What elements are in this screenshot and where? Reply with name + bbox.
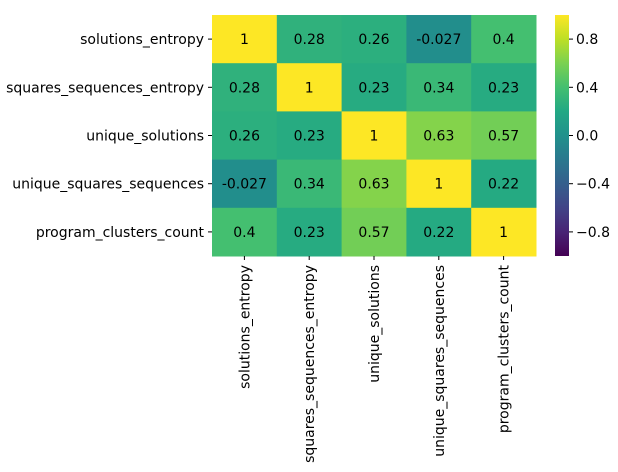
heatmap-cell-4-4 <box>471 207 537 257</box>
y-tick-label-3: unique_squares_sequences <box>12 177 204 193</box>
cell-value-label-1-1: 1 <box>305 80 314 96</box>
heatmap-cell-labels: 1 0.28 0.26 -0.027 0.4 0.28 1 0.23 0.34 0.23 0.26 0… <box>222 32 519 241</box>
heatmap-cell-4-2 <box>341 207 407 257</box>
cell-value-label-2-2: 1 <box>370 129 379 145</box>
heatmap-cell-0-1 <box>276 15 343 64</box>
heatmap-cell-0-3 <box>406 15 472 64</box>
cell-value-label-0-4: 0.4 <box>492 32 514 48</box>
cell-value-label-2-1: 0.23 <box>294 129 325 145</box>
colorbar-tick-label-4: −0.8 <box>576 225 610 241</box>
x-tick-label-0: solutions_entropy <box>237 265 253 389</box>
cell-value-label-3-3: 1 <box>434 177 443 193</box>
cell-value-label-4-4: 1 <box>499 225 508 241</box>
heatmap-cell-1-2 <box>341 63 407 112</box>
y-tick-label-0: solutions_entropy <box>80 32 204 48</box>
colorbar-tick-label-2: 0.0 <box>576 129 598 145</box>
heatmap-cells <box>212 15 537 257</box>
cell-value-label-3-1: 0.34 <box>294 177 325 193</box>
colorbar-gradient <box>555 15 569 256</box>
heatmap-cell-1-3 <box>406 63 472 112</box>
x-tick-label-3: unique_squares_sequences <box>432 265 448 457</box>
cell-value-label-4-1: 0.23 <box>294 225 325 241</box>
heatmap-cell-2-0 <box>212 111 278 161</box>
cell-value-label-1-0: 0.28 <box>229 80 260 96</box>
heatmap-cell-4-3 <box>406 207 472 257</box>
heatmap-cell-4-0 <box>212 207 278 257</box>
cell-value-label-2-4: 0.57 <box>488 129 519 145</box>
cell-value-label-3-2: 0.63 <box>358 177 389 193</box>
cell-value-label-4-0: 0.4 <box>233 225 255 241</box>
x-tick-label-4: program_clusters_count <box>497 264 513 433</box>
heatmap-cell-3-1 <box>276 159 343 209</box>
colorbar-tick-label-3: −0.4 <box>576 177 610 193</box>
heatmap-cell-1-1 <box>276 63 343 112</box>
colorbar: 0.8 0.4 0.0 −0.4 −0.8 <box>555 15 610 256</box>
colorbar-ticks: 0.8 0.4 0.0 −0.4 −0.8 <box>569 32 610 241</box>
cell-value-label-1-2: 0.23 <box>358 80 389 96</box>
cell-value-label-4-3: 0.22 <box>423 225 454 241</box>
heatmap-cell-2-1 <box>276 111 343 161</box>
heatmap-cell-2-4 <box>471 111 537 161</box>
heatmap-cell-1-0 <box>212 63 278 112</box>
heatmap-cell-3-3 <box>406 159 472 209</box>
x-tick-label-1: squares_sequences_entropy <box>302 265 318 463</box>
cell-value-label-2-3: 0.63 <box>423 129 454 145</box>
heatmap-cell-2-3 <box>406 111 472 161</box>
heatmap-cell-1-4 <box>471 63 537 112</box>
heatmap-cell-4-1 <box>276 207 343 257</box>
y-tick-label-4: program_clusters_count <box>36 225 205 241</box>
y-tick-label-1: squares_sequences_entropy <box>6 80 204 96</box>
cell-value-label-0-3: -0.027 <box>416 32 461 48</box>
heatmap-cell-3-2 <box>341 159 407 209</box>
heatmap-cell-0-0 <box>212 15 278 64</box>
cell-value-label-2-0: 0.26 <box>229 129 260 145</box>
x-tick-label-2: unique_solutions <box>367 265 383 383</box>
cell-value-label-0-1: 0.28 <box>294 32 325 48</box>
heatmap-cell-3-4 <box>471 159 537 209</box>
colorbar-tick-label-0: 0.8 <box>576 32 598 48</box>
cell-value-label-3-4: 0.22 <box>488 177 519 193</box>
heatmap-column-labels: solutions_entropy squares_sequences_entro… <box>237 256 513 463</box>
heatmap-cell-2-2 <box>341 111 407 161</box>
y-tick-label-2: unique_solutions <box>86 129 204 145</box>
colorbar-tick-label-1: 0.4 <box>576 80 598 96</box>
cell-value-label-3-0: -0.027 <box>222 177 267 193</box>
heatmap-cell-0-2 <box>341 15 407 64</box>
heatmap-cell-3-0 <box>212 159 278 209</box>
cell-value-label-1-4: 0.23 <box>488 80 519 96</box>
cell-value-label-1-3: 0.34 <box>423 80 454 96</box>
cell-value-label-0-2: 0.26 <box>358 32 389 48</box>
heatmap-cell-0-4 <box>471 15 537 64</box>
cell-value-label-4-2: 0.57 <box>358 225 389 241</box>
heatmap-row-labels: solutions_entropy squares_sequences_entro… <box>6 32 212 241</box>
cell-value-label-0-0: 1 <box>240 32 249 48</box>
